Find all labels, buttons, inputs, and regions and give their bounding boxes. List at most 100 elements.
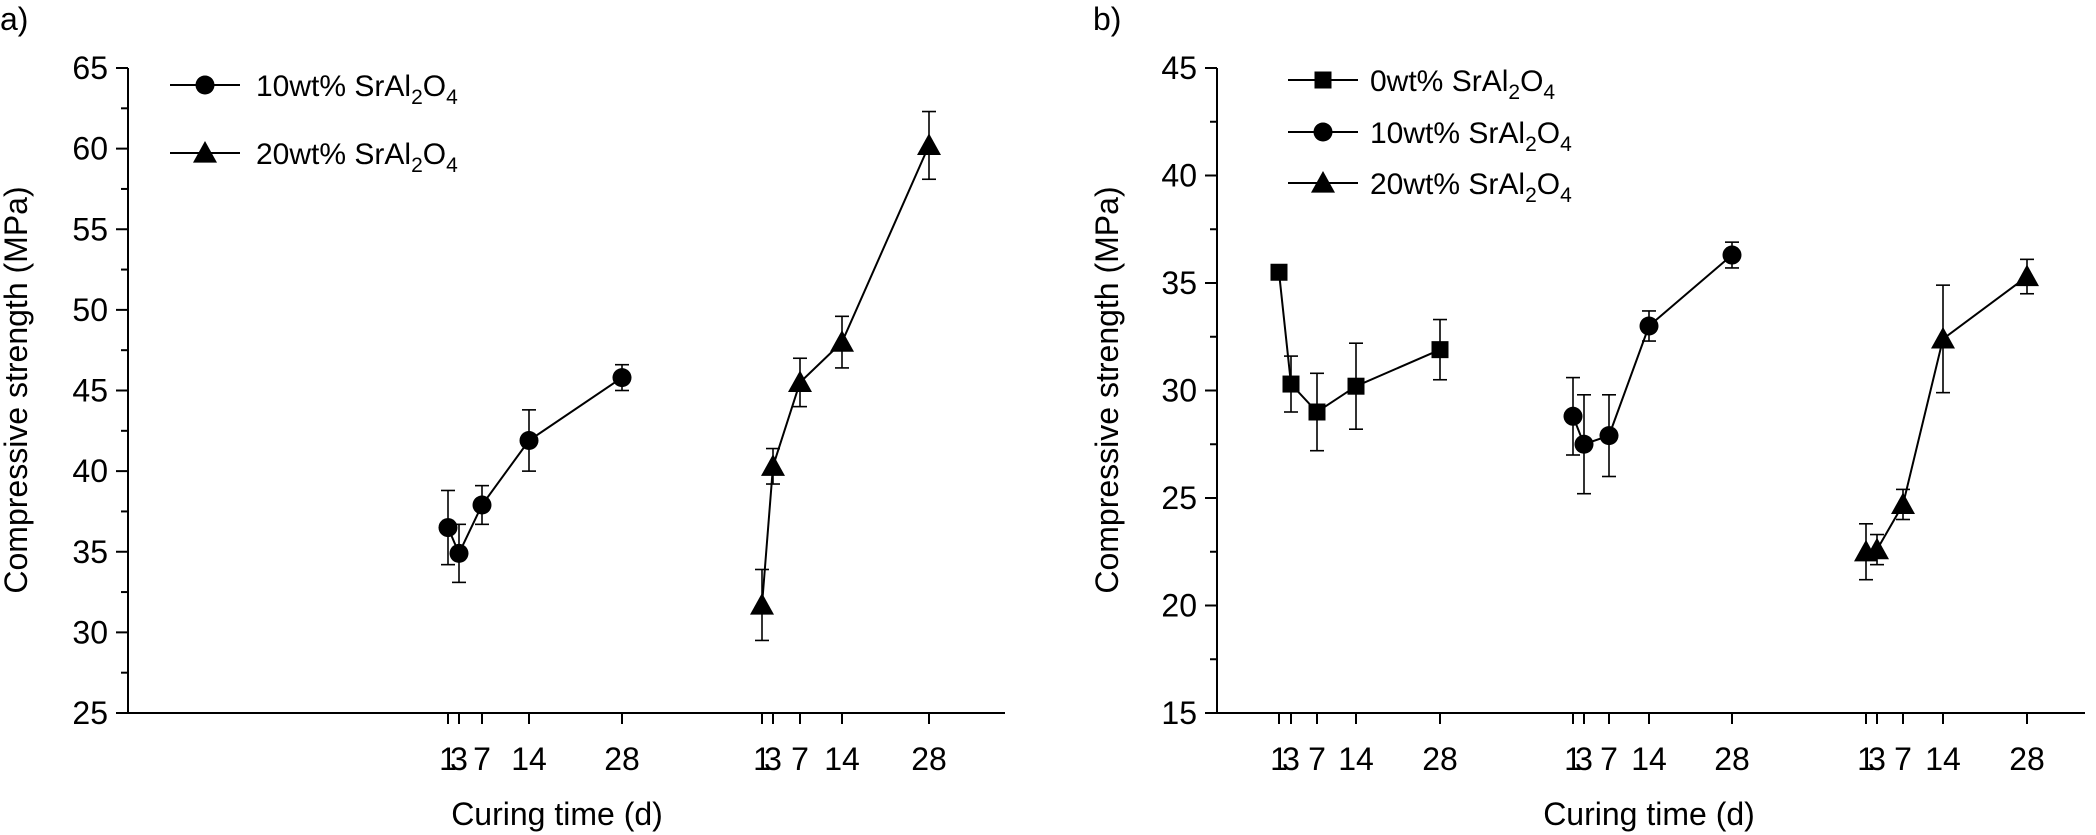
legend-marker-triangle [1311,171,1335,193]
legend-text-part: 2 [1508,81,1520,104]
data-point-circle [612,368,632,388]
legend-text-part: 4 [1543,81,1555,104]
legend-text-part: 20wt% SrAl [256,138,411,171]
legend-entry: 10wt% SrAl2O4 [170,70,458,109]
legend-text-part: 2 [1525,133,1537,156]
x-tick-label: 14 [511,741,547,777]
data-point-triangle [1891,492,1915,515]
panel-label: b) [1093,1,1121,37]
data-point-circle [449,543,469,563]
y-tick-label: 65 [72,50,108,86]
x-tick-label: 28 [1422,741,1458,777]
data-point-circle [1574,434,1594,454]
legend-text-part: 4 [446,86,458,109]
x-axis-title: Curing time (d) [451,796,663,832]
x-tick-label: 14 [1925,741,1961,777]
data-point-triangle [1931,326,1955,349]
series-line [761,144,930,606]
y-tick-label: 30 [1161,373,1197,409]
legend-entry: 0wt% SrAl2O4 [1288,65,1555,104]
x-tick-label: 14 [824,741,860,777]
legend-marker-circle [195,75,215,95]
data-point-triangle [2015,264,2039,287]
x-tick-label: 7 [1308,741,1326,777]
x-tick-label: 7 [1894,741,1912,777]
x-tick-label: 28 [2009,741,2045,777]
panel-label: a) [0,1,28,37]
x-tick-label: 28 [604,741,640,777]
data-point-circle [472,495,492,515]
y-axis-title: Compressive strength (MPa) [1089,186,1125,593]
legend-label: 10wt% SrAl2O4 [1370,117,1572,156]
data-point-square [1282,375,1300,393]
legend-label: 0wt% SrAl2O4 [1370,65,1555,104]
legend-text-part: O [423,138,446,171]
data-point-square [1270,263,1288,281]
legend-text-part: O [1520,65,1543,98]
legend-entry: 20wt% SrAl2O4 [1288,168,1572,207]
x-tick-label: 3 [1868,741,1886,777]
data-point-circle [1599,426,1619,446]
legend-text-part: O [1537,168,1560,201]
x-tick-label: 3 [1575,741,1593,777]
legend-entry: 10wt% SrAl2O4 [1288,117,1572,156]
data-point-square [1347,377,1365,395]
x-tick-label: 3 [450,741,468,777]
legend-label: 20wt% SrAl2O4 [256,138,458,177]
legend-label: 10wt% SrAl2O4 [256,70,458,109]
y-tick-label: 30 [72,614,108,650]
series-line [1865,275,2028,553]
series-line [1572,254,1733,446]
x-tick-label: 7 [1600,741,1618,777]
legend-text-part: 2 [1525,184,1537,207]
x-axis-title: Curing time (d) [1543,796,1755,832]
series-triangle [1854,258,2039,581]
legend-marker-triangle [193,141,217,163]
series-circle [438,363,632,584]
x-tick-label: 3 [1282,741,1300,777]
x-tick-label: 28 [911,741,947,777]
data-point-square [1431,341,1449,359]
y-tick-label: 35 [1161,265,1197,301]
legend-marker-square [1314,71,1332,89]
y-axis-title: Compressive strength (MPa) [0,186,34,593]
legend-marker-circle [1313,122,1333,142]
legend-label: 20wt% SrAl2O4 [1370,168,1572,207]
series-square [1270,263,1449,452]
y-tick-label: 20 [1161,588,1197,624]
legend-text-part: 4 [1560,133,1572,156]
legend-text-part: 4 [1560,184,1572,207]
x-tick-label: 7 [791,741,809,777]
y-tick-label: 15 [1161,695,1197,731]
legend-text-part: 20wt% SrAl [1370,168,1525,201]
x-tick-label: 1 [1857,741,1875,777]
y-tick-label: 45 [1161,50,1197,86]
x-tick-label: 1 [439,741,457,777]
y-tick-label: 35 [72,534,108,570]
legend-text-part: O [423,70,446,103]
data-point-circle [1722,245,1742,265]
y-tick-label: 60 [72,131,108,167]
data-point-circle [438,518,458,538]
legend-text-part: O [1537,117,1560,150]
legend-text-part: 2 [411,86,423,109]
legend-text-part: 10wt% SrAl [1370,117,1525,150]
data-point-triangle [1865,537,1889,560]
x-tick-label: 3 [764,741,782,777]
legend-text-part: 0wt% SrAl [1370,65,1508,98]
y-tick-label: 40 [72,453,108,489]
data-point-triangle [830,330,854,352]
x-tick-label: 14 [1631,741,1667,777]
x-tick-label: 1 [1564,741,1582,777]
data-point-circle [519,430,539,450]
data-point-circle [1563,406,1583,426]
series-triangle [750,110,941,642]
data-point-triangle [788,370,812,393]
x-tick-label: 28 [1714,741,1750,777]
data-point-triangle [750,592,774,615]
series-circle [1563,241,1742,495]
legend-text-part: 4 [446,154,458,177]
